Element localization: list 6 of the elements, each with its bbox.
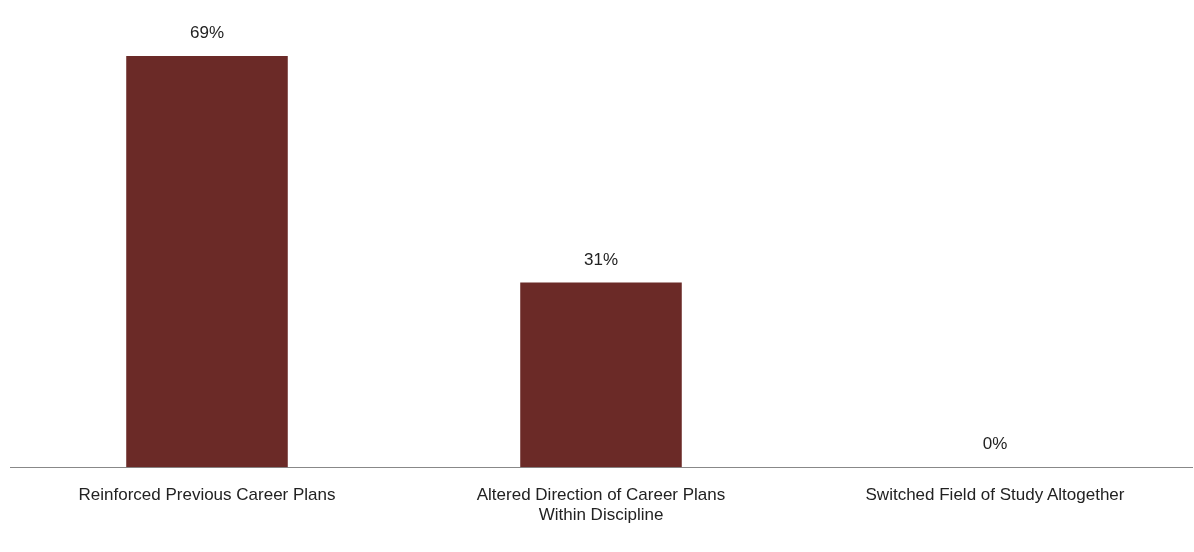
- data-label: 31%: [583, 249, 619, 269]
- x-tick-label: Altered Direction of Career Plans Within Discipline: [476, 485, 726, 525]
- data-label: 0%: [982, 434, 1008, 454]
- x-tick-label: Reinforced Previous Career Plans: [78, 485, 336, 505]
- data-label: 69%: [189, 23, 225, 43]
- x-tick-label: Switched Field of Study Altogether: [865, 485, 1125, 505]
